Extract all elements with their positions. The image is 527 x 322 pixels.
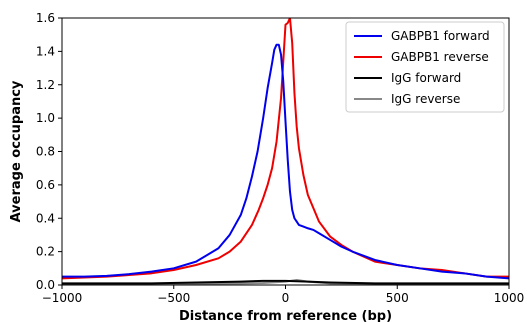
- legend-entry-label: IgG reverse: [391, 92, 460, 106]
- y-axis-label: Average occupancy: [9, 80, 24, 222]
- y-tick-label: 1.4: [36, 44, 55, 58]
- y-tick-label: 0.0: [36, 278, 55, 292]
- y-tick-label: 1.0: [36, 111, 55, 125]
- x-tick-label: −1000: [42, 291, 83, 305]
- x-tick-label: 1000: [494, 291, 525, 305]
- y-tick-label: 0.4: [36, 211, 55, 225]
- y-tick-label: 1.2: [36, 78, 55, 92]
- legend-entry-label: GABPB1 forward: [391, 29, 490, 43]
- x-axis-ticks: −1000 −500 0 500 1000: [42, 285, 525, 305]
- legend: GABPB1 forward GABPB1 reverse IgG forward I…: [346, 22, 504, 112]
- x-tick-label: −500: [157, 291, 190, 305]
- y-tick-label: 0.8: [36, 145, 55, 159]
- legend-entry-label: IgG forward: [391, 71, 461, 85]
- x-tick-label: 500: [386, 291, 409, 305]
- x-axis-label: Distance from reference (bp): [179, 309, 392, 322]
- x-tick-label: 0: [282, 291, 290, 305]
- y-tick-label: 1.6: [36, 11, 55, 25]
- y-axis-ticks: 0.0 0.2 0.4 0.6 0.8 1.0 1.2 1.4 1.6: [36, 11, 62, 292]
- y-tick-label: 0.6: [36, 178, 55, 192]
- y-tick-label: 0.2: [36, 245, 55, 259]
- legend-entry-label: GABPB1 reverse: [391, 50, 489, 64]
